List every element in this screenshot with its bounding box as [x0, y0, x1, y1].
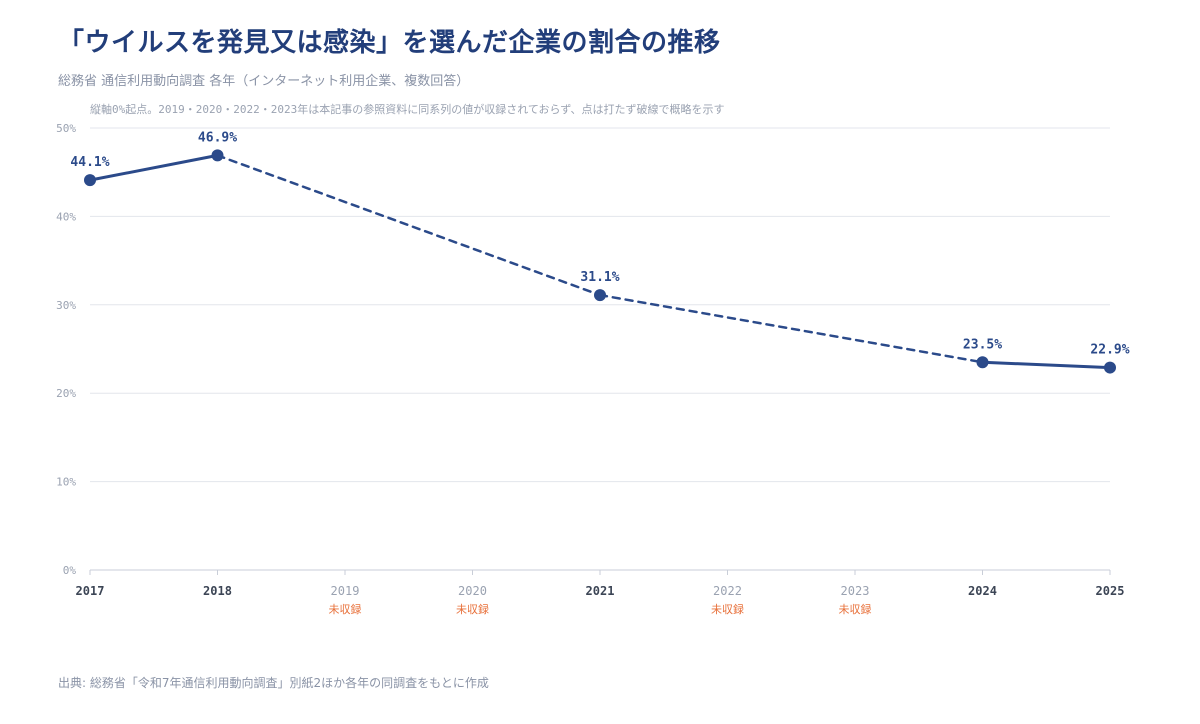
chart-title: 「ウイルスを発見又は感染」を選んだ企業の割合の推移: [58, 28, 721, 58]
data-label: 22.9%: [1090, 343, 1129, 358]
missing-data-label: 未収録: [839, 602, 872, 616]
data-label: 46.9%: [198, 130, 237, 145]
chart-note: 縦軸0%起点。2019・2020・2022・2023年は本記事の参照資料に同系列…: [90, 102, 725, 116]
series-line-segment: [981, 360, 1112, 370]
series-line-segment: [88, 153, 219, 182]
series-points: [84, 149, 1116, 374]
grid-layer: [89, 127, 1111, 575]
x-tick-label: 2023: [841, 584, 870, 598]
y-tick-label: 40%: [56, 210, 76, 223]
series-line-gap-segment: [216, 154, 602, 297]
y-tick-label: 30%: [56, 299, 76, 312]
source-note: 出典: 総務省「令和7年通信利用動向調査」別紙2ほか各年の同調査をもとに作成: [58, 676, 489, 690]
x-tick-label: 2017: [76, 584, 105, 598]
y-tick-labels: 0% 10% 20% 30% 40% 50%: [56, 122, 76, 577]
x-tick-label: 2025: [1096, 584, 1125, 598]
x-tick-labels: 2017 2018 2019 未収録 2020 未収録 2021 2022 未収録 2023 未収録…: [76, 584, 1125, 616]
data-labels: 44.1% 46.9% 31.1% 23.5% 22.9%: [70, 130, 1129, 357]
y-tick-label: 10%: [56, 476, 76, 489]
chart-subtitle: 総務省 通信利用動向調査 各年（インターネット利用企業、複数回答）: [58, 74, 470, 89]
data-point: [594, 289, 606, 302]
data-label: 31.1%: [580, 270, 619, 285]
data-point: [976, 356, 989, 369]
data-label: 23.5%: [963, 337, 1002, 352]
x-tick-label: 2019: [331, 584, 360, 598]
data-point: [1104, 361, 1116, 374]
series-line-gap-segment: [598, 293, 984, 364]
y-tick-label: 0%: [63, 564, 77, 577]
y-tick-label: 50%: [56, 122, 76, 135]
y-tick-label: 20%: [56, 387, 76, 400]
x-tick-label: 2018: [203, 584, 232, 598]
missing-data-label: 未収録: [329, 602, 362, 616]
x-tick-label: 2024: [968, 584, 997, 598]
x-tick-label: 2022: [713, 584, 742, 598]
data-point: [84, 174, 96, 187]
missing-data-label: 未収録: [456, 602, 489, 616]
missing-data-label: 未収録: [711, 602, 744, 616]
series-lines: [88, 153, 1112, 370]
data-label: 44.1%: [70, 155, 109, 170]
x-tick-label: 2021: [586, 584, 615, 598]
x-tick-label: 2020: [458, 584, 487, 598]
data-point: [211, 149, 224, 162]
